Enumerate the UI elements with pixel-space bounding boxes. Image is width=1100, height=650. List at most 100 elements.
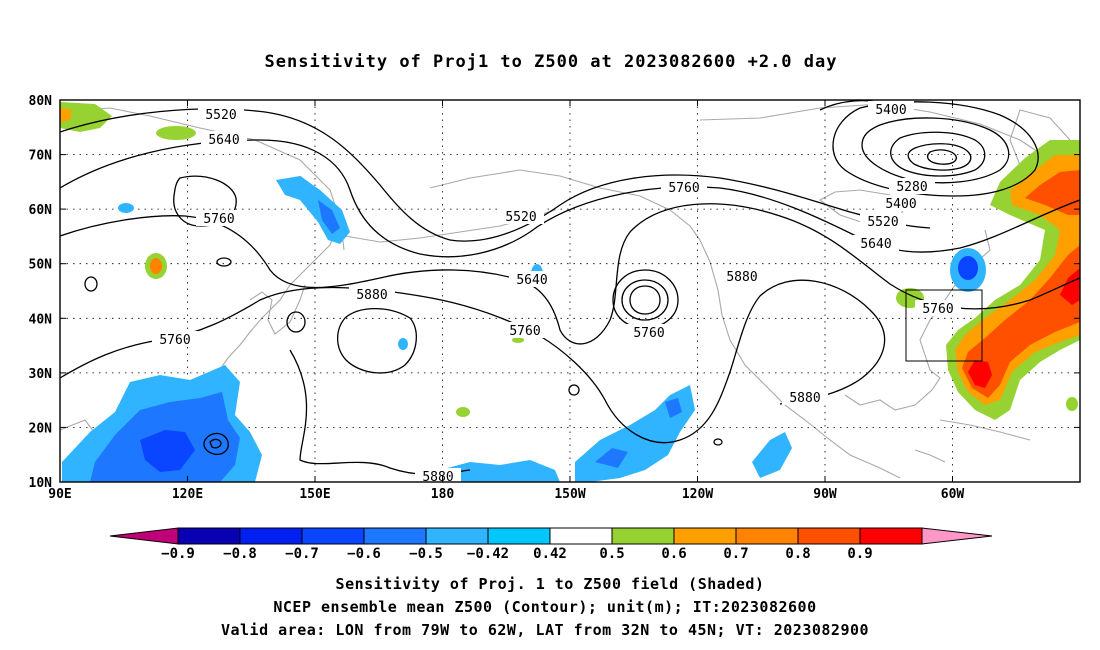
contour-label: 5760 [922,302,953,317]
colorbar-box [487,527,551,545]
shade-negative-newfoundland-core [958,256,978,280]
contour-label: 5640 [208,133,239,148]
shade-negative-kamchatka-core [318,200,340,234]
colorbar-label: −0.5 [409,546,443,562]
colorbar-box [735,527,799,545]
colorbar-high-triangle [921,527,993,545]
colorbar-box [859,527,923,545]
lat-tick-label: 40N [29,312,53,327]
colorbar-label: 0.9 [847,546,872,562]
contour-label: 5760 [509,324,540,339]
contour-5880-mid [60,279,886,444]
contour-label: 5520 [505,210,536,225]
colorbar-labels: −0.9 −0.8 −0.7 −0.6 −0.5 −0.42 0.42 0.5 0.6 0.7 0.… [161,546,873,562]
contour-small-2 [216,257,232,267]
shade-negative-tropics-west [430,460,560,482]
contour-small-1 [84,276,98,292]
contour-label: 5760 [159,333,190,348]
colorbar: −0.9 −0.8 −0.7 −0.6 −0.5 −0.42 0.42 0.5 0.6 0.7 0.… [109,527,993,562]
lon-tick-label: 120E [172,487,203,502]
contour-label: 5400 [875,103,906,118]
contour-low-north-atlantic [832,101,1039,197]
shade-positive-atlantic-red [968,268,1080,388]
map-panel: 5520 5640 5760 5400 5400 5280 5520 5640 … [29,94,1081,502]
lon-tick-label: 120W [682,487,713,502]
contour-small-5 [713,438,723,446]
colorbar-label: 0.6 [661,546,686,562]
contour-small-4 [568,384,580,396]
lat-tick-label: 60N [29,203,53,218]
colorbar-box [177,527,241,545]
colorbar-label: −0.42 [467,546,509,562]
contour-low-ring-2 [861,117,1010,184]
z500-contours [60,100,1080,475]
footer: Sensitivity of Proj. 1 to Z500 field (Sh… [221,575,869,639]
footer-line-3: Valid area: LON from 79W to 62W, LAT fro… [221,621,869,639]
shade-positive-atlantic-dot [1066,397,1078,411]
colorbar-box [611,527,675,545]
lat-axis: 80N 70N 60N 50N 40N 30N 20N 10N [29,94,53,491]
colorbar-box [673,527,737,545]
shade-positive-central-pacific-dot [512,337,524,343]
contour-label: 5760 [668,181,699,196]
lon-tick-label: 180 [431,487,455,502]
footer-line-1: Sensitivity of Proj. 1 to Z500 field (Sh… [336,575,765,593]
contour-low-ring-4 [907,143,972,171]
footer-line-2: NCEP ensemble mean Z500 (Contour); unit(… [273,598,816,616]
contour-label: 5520 [867,215,898,230]
colorbar-box [363,527,427,545]
valid-area-box [905,289,983,362]
colorbar-label: −0.9 [161,546,195,562]
shade-positive-nw-pacific-core [150,258,162,274]
contour-label: 5640 [516,273,547,288]
coastline-alaska [429,169,701,241]
coastline-caribbean [914,419,1031,463]
colorbar-low-triangle [109,527,179,545]
contour-label: 5880 [356,288,387,303]
contour-label: 5640 [860,237,891,252]
colorbar-label: 0.42 [533,546,567,562]
contour-5520-west [60,108,931,242]
contour-label: 5400 [885,197,916,212]
shade-positive-siberia [156,126,196,140]
colorbar-label: −0.8 [223,546,257,562]
lon-tick-label: 150W [554,487,585,502]
lat-tick-label: 50N [29,258,53,273]
colorbar-label: 0.7 [723,546,748,562]
shade-positive-atlantic-deep [962,170,1080,398]
lon-axis: 90E 120E 150E 180 150W 120W 90W 60W [48,487,964,502]
lon-tick-label: 60W [941,487,965,502]
tick-marks [60,99,1080,482]
contour-label: 5520 [205,108,236,123]
colorbar-label: 0.5 [599,546,624,562]
lat-tick-label: 80N [29,94,53,109]
lat-tick-label: 70N [29,149,53,164]
contour-small-3 [286,311,306,333]
figure-title: Sensitivity of Proj1 to Z500 at 20230826… [265,52,838,72]
lon-tick-label: 90E [48,487,71,502]
contour-5640-west [60,139,1080,258]
colorbar-label: −0.6 [347,546,381,562]
contour-label: 5760 [633,326,664,341]
shade-negative-east-asia-deep [140,430,195,472]
lat-tick-label: 20N [29,421,53,436]
colorbar-box [797,527,861,545]
lon-tick-label: 90W [813,487,837,502]
contour-small-6 [203,432,229,456]
contour-label: 5880 [726,270,757,285]
contour-label: 5760 [203,212,234,227]
shade-negative-nw-pacific-dot [398,338,408,350]
contour-labels: 5520 5640 5760 5400 5400 5280 5520 5640 … [152,101,961,482]
colorbar-label: 0.8 [785,546,810,562]
lat-tick-label: 30N [29,367,53,382]
shade-positive-arctic-west-core [60,108,72,122]
coastline-korea-japan [249,284,306,335]
contour-5760-west [60,203,1080,345]
shade-negative-tropics-east [752,432,792,478]
contour-low-ring-core [926,149,957,165]
contour-label: 5880 [789,391,820,406]
contour-label: 5280 [896,180,927,195]
contour-low-ring-3 [890,131,986,177]
contour-high-north-pacific [336,308,417,374]
